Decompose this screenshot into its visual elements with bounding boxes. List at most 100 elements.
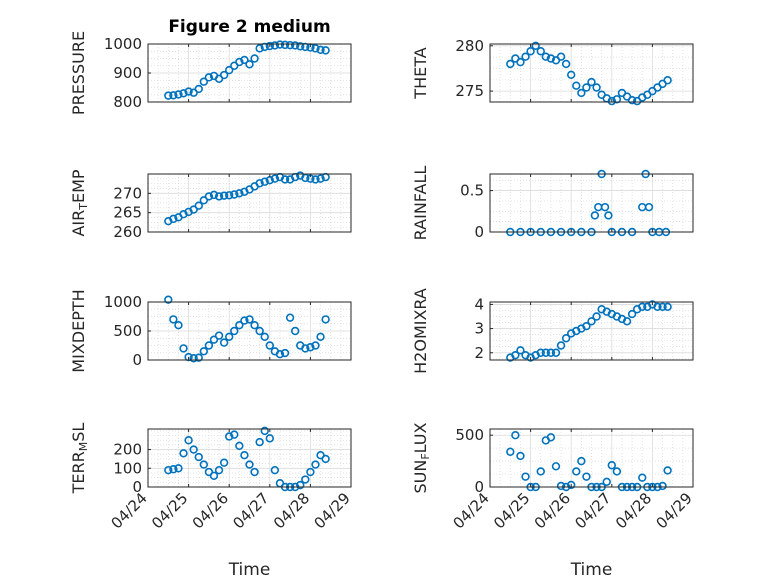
chart-title: Figure 2 medium xyxy=(168,17,330,37)
data-point xyxy=(209,190,219,200)
data-point xyxy=(607,96,616,106)
y-axis-label: PRESSURE xyxy=(69,31,88,115)
plot-area xyxy=(490,174,693,232)
data-point xyxy=(194,452,203,462)
data-point xyxy=(644,202,654,212)
data-point xyxy=(265,41,274,51)
axes-box xyxy=(147,428,352,488)
data-point xyxy=(240,55,249,65)
data-point xyxy=(306,467,315,477)
data-point xyxy=(255,179,264,188)
data-point xyxy=(572,467,581,476)
data-point xyxy=(521,472,530,481)
y-axis-label: SUNFLUX xyxy=(411,422,432,493)
data-point xyxy=(194,201,203,210)
data-point xyxy=(255,44,264,53)
data-point xyxy=(209,471,219,480)
data-point xyxy=(184,87,193,96)
data-point xyxy=(285,313,295,322)
plot-area xyxy=(490,44,693,102)
y-tick-label: 270 xyxy=(113,184,142,202)
y-tick-label: 200 xyxy=(113,441,142,459)
data-point xyxy=(290,326,300,336)
series-markers xyxy=(506,41,672,106)
subplot: 0 0.5 RAINFALL xyxy=(411,166,694,241)
data-point xyxy=(511,350,520,360)
data-point xyxy=(174,464,183,473)
data-point xyxy=(214,331,224,340)
data-point xyxy=(194,84,203,94)
data-point xyxy=(255,326,264,336)
data-point xyxy=(296,480,305,490)
data-point xyxy=(638,473,647,482)
x-tick-label: 04/28 xyxy=(612,489,655,532)
x-tick-label: 04/29 xyxy=(311,489,354,532)
axes-box xyxy=(147,173,352,233)
data-point xyxy=(627,95,637,105)
data-point xyxy=(280,348,290,358)
data-point xyxy=(602,477,611,487)
data-point xyxy=(169,91,178,100)
data-point xyxy=(255,437,264,447)
data-point xyxy=(311,460,320,469)
y-tick-label: 500 xyxy=(455,426,484,444)
data-point xyxy=(546,54,556,63)
y-tick-label: 900 xyxy=(113,64,142,82)
data-point xyxy=(572,81,581,90)
data-point xyxy=(169,465,178,474)
x-tick-label: 04/29 xyxy=(653,489,696,532)
data-point xyxy=(225,191,234,200)
y-tick-label: 275 xyxy=(455,82,484,100)
data-point xyxy=(204,192,214,201)
data-point xyxy=(627,309,637,319)
data-point xyxy=(306,343,315,352)
data-point xyxy=(174,321,183,330)
subplot: 0 500 1000 MIXDEPTH xyxy=(69,289,352,373)
axes-box xyxy=(489,301,694,361)
data-point xyxy=(235,321,244,330)
plot-area xyxy=(490,429,693,487)
data-point xyxy=(179,89,188,98)
data-point xyxy=(301,475,310,484)
x-axis-label: Time xyxy=(228,560,271,580)
data-point xyxy=(316,174,325,183)
data-point xyxy=(587,77,596,87)
data-point xyxy=(516,57,525,67)
data-point xyxy=(612,95,622,104)
series-markers xyxy=(506,300,672,362)
y-tick-label: 100 xyxy=(113,459,142,477)
subplot: 800 900 1000 PRESSURE Figure 2 medium xyxy=(69,17,352,115)
data-point xyxy=(506,447,515,456)
data-point xyxy=(604,211,613,220)
x-tick-label: 04/25 xyxy=(490,489,533,532)
data-point xyxy=(240,450,249,460)
data-point xyxy=(536,467,545,476)
data-point xyxy=(321,315,330,324)
data-point xyxy=(179,344,188,353)
data-point xyxy=(536,47,545,56)
y-tick-label: 0 xyxy=(474,223,484,241)
data-point xyxy=(301,344,310,353)
y-tick-label: 265 xyxy=(113,204,142,222)
y-tick-label: 1000 xyxy=(104,293,142,311)
data-point xyxy=(169,214,178,224)
data-point xyxy=(280,175,290,184)
data-point xyxy=(245,60,254,69)
series-markers xyxy=(164,295,330,363)
data-point xyxy=(250,54,259,63)
data-point xyxy=(546,348,556,357)
data-point xyxy=(516,451,525,461)
data-point xyxy=(536,348,545,357)
data-point xyxy=(219,338,229,347)
data-point xyxy=(658,302,667,312)
data-point xyxy=(566,480,576,490)
axes-box xyxy=(489,428,694,488)
data-point xyxy=(265,434,274,443)
axes-box xyxy=(489,43,694,103)
data-point xyxy=(561,334,571,343)
data-point xyxy=(164,465,173,475)
y-tick-label: 260 xyxy=(113,223,142,241)
y-tick-label: 0 xyxy=(132,478,142,496)
data-point xyxy=(531,41,540,51)
data-point xyxy=(290,41,300,50)
